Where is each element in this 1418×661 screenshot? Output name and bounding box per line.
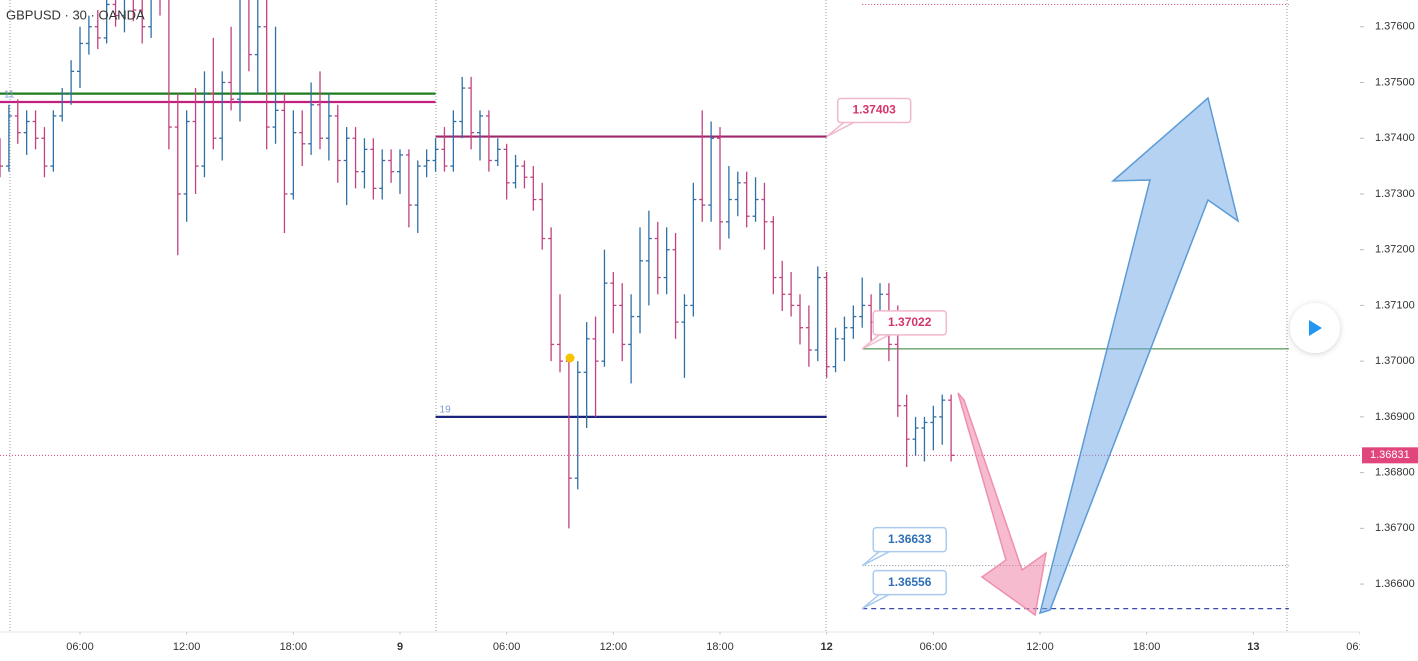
plot-area: 11 19 (0, 0, 1360, 632)
y-tick-label: 1.37600 (1375, 21, 1415, 33)
callout-tail (861, 593, 890, 610)
callout-tail (861, 334, 890, 350)
x-tick-label: 12:00 (1026, 641, 1054, 653)
y-tick-label: 1.37100 (1375, 299, 1415, 311)
callout-box (836, 97, 912, 124)
callout-label: 1.36556 (888, 575, 932, 589)
x-tick-label: 12:00 (600, 641, 628, 653)
x-tick-label: 06:00 (493, 641, 521, 653)
x-tick-label: 18:00 (1133, 641, 1161, 653)
callout-tail (861, 551, 890, 567)
x-tick-label: 9 (397, 641, 403, 653)
time-axis-labels: 06:00 12:00 18:00 9 06:00 12:00 18:00 12 06:00 12… (66, 632, 1374, 653)
up-arrow (1038, 96, 1240, 615)
callout-box (872, 310, 947, 336)
y-tick-label: 1.36900 (1375, 411, 1415, 423)
play-icon[interactable] (1309, 320, 1322, 336)
x-tick-label: 18:00 (280, 641, 308, 653)
x-tick-label: 13 (1247, 641, 1259, 653)
x-tick-label: 06:00 (920, 641, 948, 653)
x-tick-label: 18:00 (706, 641, 734, 653)
x-tick-label: 06:00 (1346, 641, 1374, 653)
x-tick-label: 06:00 (66, 641, 94, 653)
x-tick-label: 12:00 (173, 641, 201, 653)
y-tick-label: 1.37500 (1375, 76, 1415, 88)
callout-box (872, 569, 947, 596)
y-tick-label: 1.37000 (1375, 355, 1415, 367)
level-label: 11 (4, 90, 15, 101)
chart-title: GBPUSD · 30 · OANDA (6, 7, 145, 22)
y-tick-label: 1.36700 (1375, 522, 1415, 534)
callout-label: 1.36633 (888, 532, 932, 546)
down-arrow (957, 392, 1048, 617)
last-price-box (1362, 447, 1418, 464)
y-tick-label: 1.37300 (1375, 188, 1415, 200)
callout-tail (826, 121, 855, 138)
callout-box (872, 526, 947, 553)
x-tick-label: 12 (821, 641, 833, 653)
y-tick-label: 1.36800 (1375, 467, 1415, 479)
scroll-button[interactable] (1290, 303, 1340, 353)
callout-label: 1.37022 (888, 315, 932, 329)
callout-label: 1.37403 (852, 103, 896, 117)
event-marker (565, 353, 575, 363)
price-axis (1360, 0, 1418, 656)
y-tick-label: 1.37200 (1375, 244, 1415, 256)
y-tick-label: 1.36600 (1375, 578, 1415, 590)
y-tick-label: 1.37400 (1375, 132, 1415, 144)
last-price-label: 1.36831 (1370, 449, 1410, 461)
drawings: 1.37403 1.37022 1.36633 1.36556 (565, 96, 1240, 617)
level-label: 19 (440, 405, 452, 416)
